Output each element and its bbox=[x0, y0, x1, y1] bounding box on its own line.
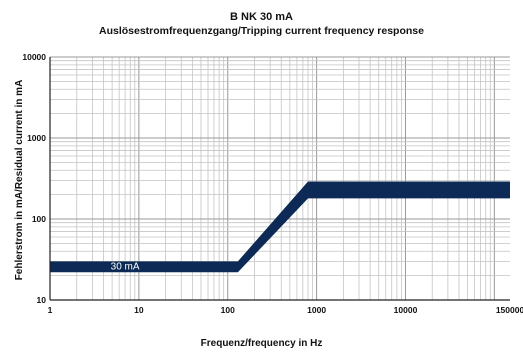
y-tick-label: 100 bbox=[32, 214, 46, 224]
x-tick-label: 10000 bbox=[394, 305, 418, 315]
chart-title: B NK 30 mA bbox=[230, 11, 293, 23]
x-tick-label: 1000 bbox=[307, 305, 326, 315]
y-axis-label: Fehlerstrom in mA/Residual current in mA bbox=[14, 79, 25, 281]
x-tick-label: 100 bbox=[221, 305, 235, 315]
tripping-band bbox=[50, 181, 510, 273]
y-tick-label: 1000 bbox=[27, 133, 46, 143]
x-axis-label: Frequenz/frequency in Hz bbox=[200, 338, 323, 349]
band-annotation: 30 mA bbox=[111, 261, 140, 272]
y-tick-label: 10 bbox=[37, 295, 47, 305]
chart-subtitle: Auslösestromfrequenzgang/Tripping curren… bbox=[99, 25, 424, 37]
x-tick-label: 150000 bbox=[496, 305, 523, 315]
y-tick-label: 10000 bbox=[22, 52, 46, 62]
x-tick-label: 1 bbox=[48, 305, 53, 315]
x-tick-label: 10 bbox=[134, 305, 144, 315]
